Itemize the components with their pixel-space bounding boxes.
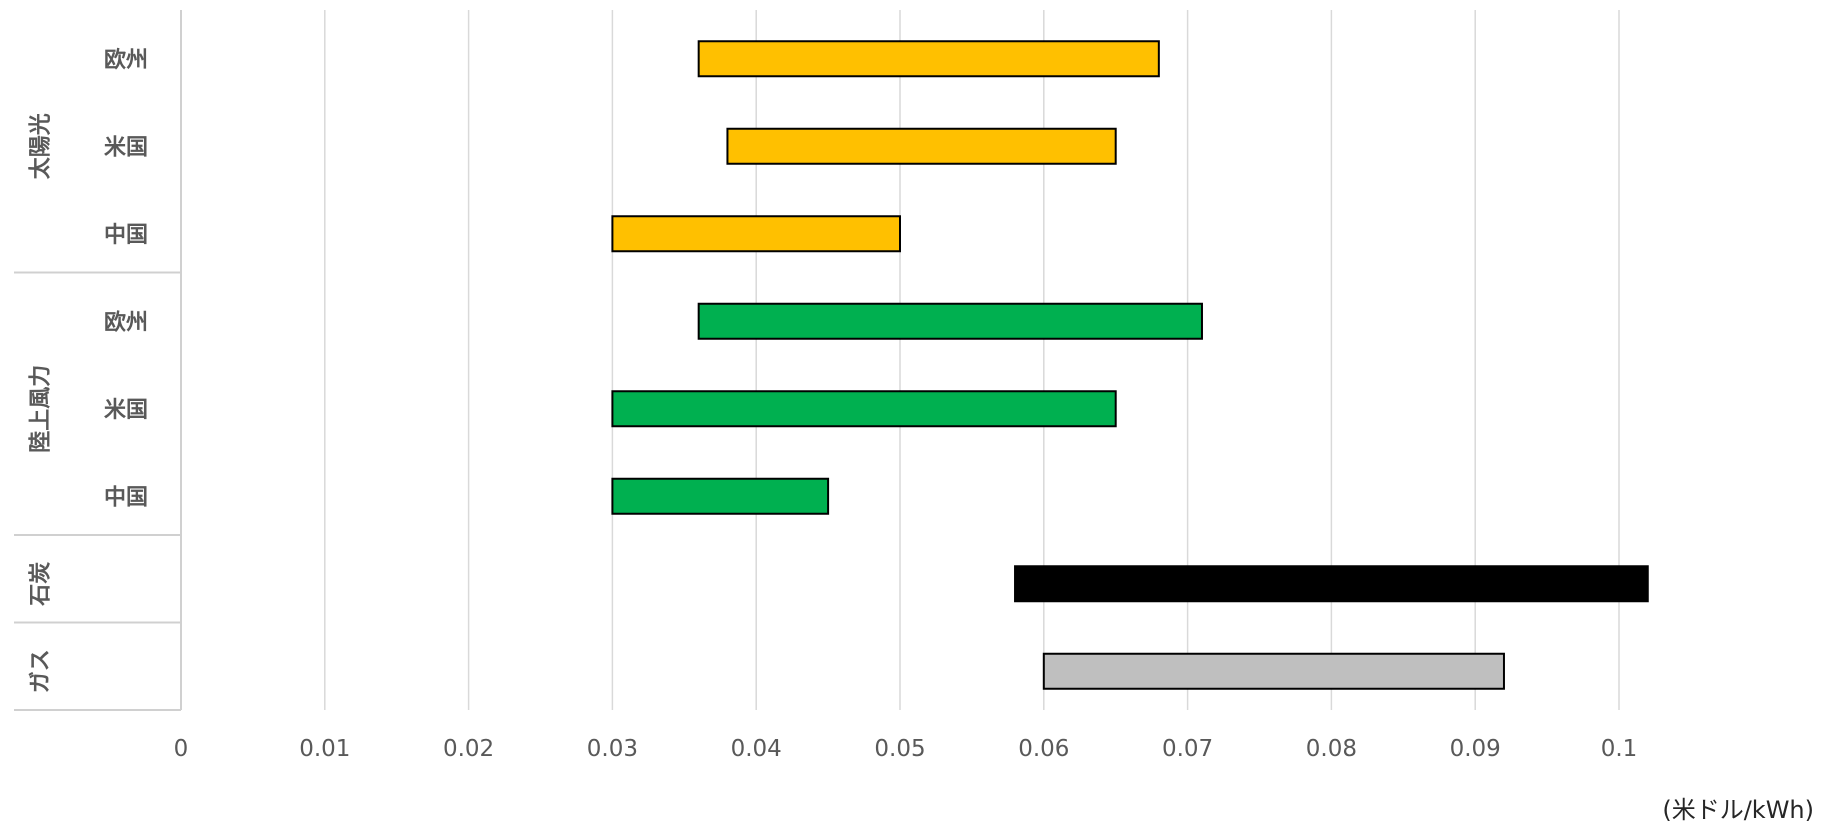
x-tick-label: 0.02 <box>443 736 494 762</box>
range-bar <box>1044 654 1504 689</box>
range-bar <box>1015 566 1648 601</box>
category-label: 中国 <box>104 223 148 248</box>
group-label: 陸上風力 <box>28 365 54 453</box>
x-tick-label: 0.03 <box>587 736 638 762</box>
range-bar <box>699 304 1202 339</box>
category-label: 欧州 <box>104 47 148 73</box>
x-tick-label: 0.07 <box>1162 736 1213 762</box>
category-label: 中国 <box>104 485 148 510</box>
x-tick-label: 0.09 <box>1450 736 1501 762</box>
category-label: 米国 <box>104 398 148 423</box>
x-tick-label: 0.06 <box>1018 736 1069 762</box>
x-tick-label: 0.08 <box>1306 736 1357 762</box>
range-bar <box>612 479 828 514</box>
unit-label: (米ドル/kWh) <box>1662 796 1814 824</box>
x-tick-label: 0.04 <box>731 736 782 762</box>
group-label: 石炭 <box>28 562 54 607</box>
group-label: 太陽光 <box>29 113 54 179</box>
category-label: 米国 <box>104 135 148 160</box>
x-tick-label: 0.1 <box>1601 736 1638 762</box>
gridlines <box>325 10 1619 710</box>
range-bar <box>612 391 1115 426</box>
x-tick-label: 0.05 <box>874 736 925 762</box>
range-bars <box>612 41 1647 689</box>
x-tick-label: 0.01 <box>299 736 350 762</box>
range-bar <box>612 216 900 251</box>
group-label: ガス <box>29 649 54 693</box>
x-tick-label: 0 <box>174 736 189 762</box>
range-bar <box>727 129 1115 164</box>
category-label: 欧州 <box>104 309 148 335</box>
range-bar <box>699 41 1159 76</box>
